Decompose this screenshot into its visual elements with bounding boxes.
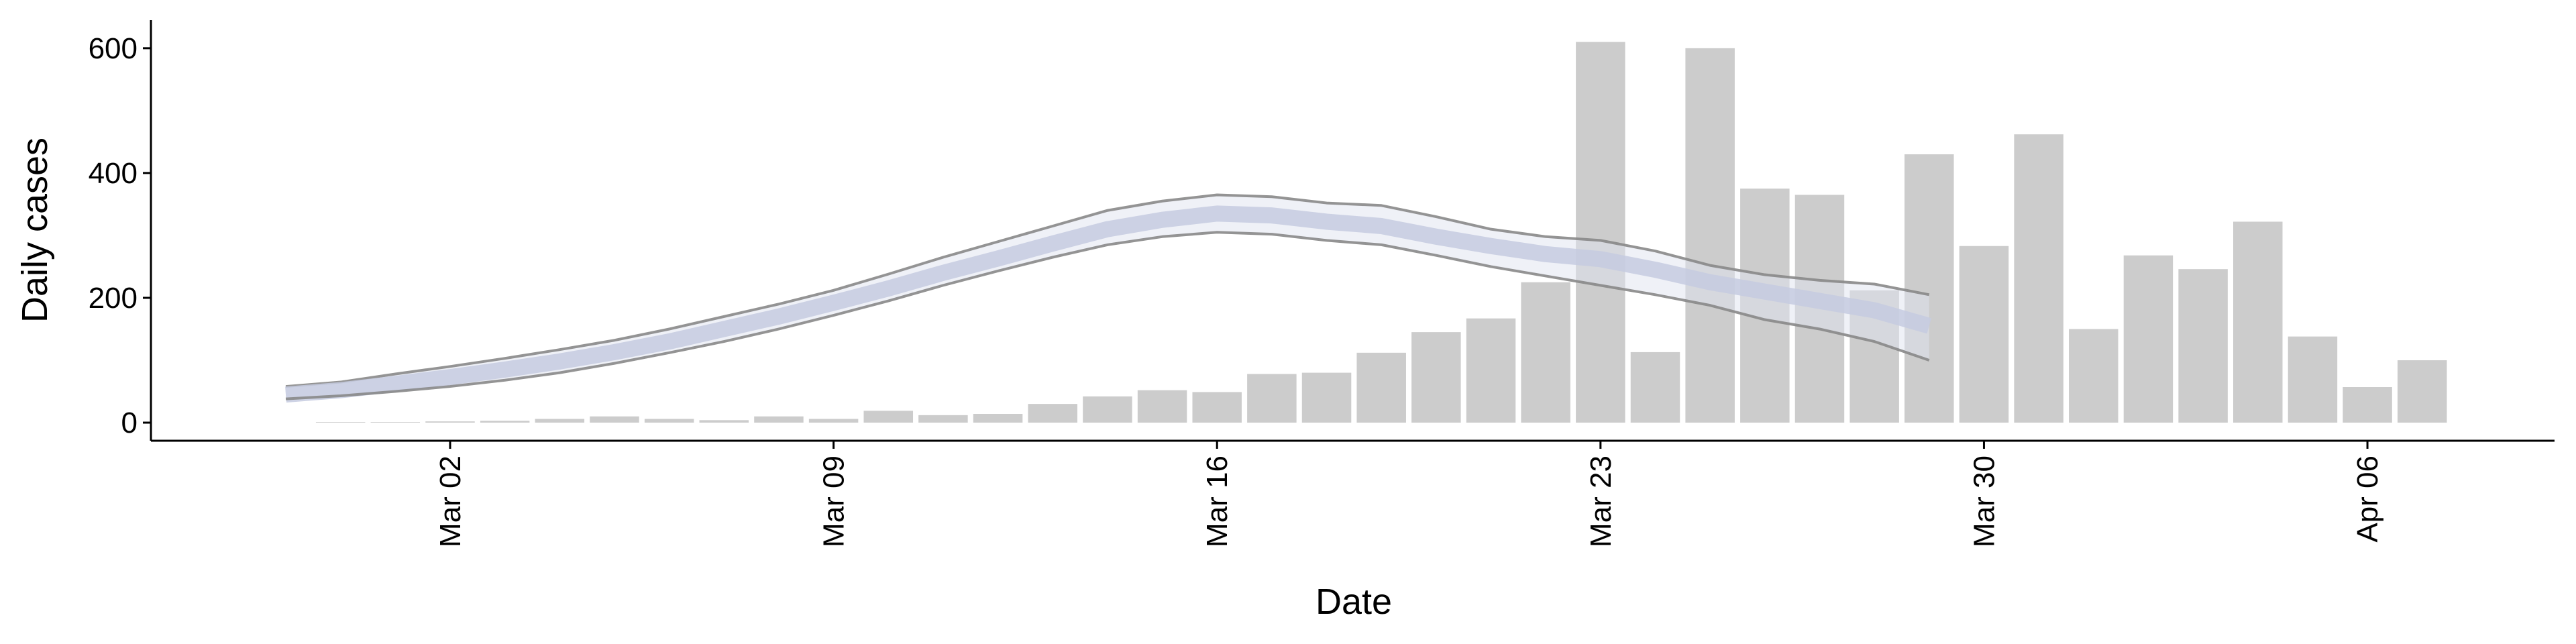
bar — [1192, 392, 1242, 423]
x-tick-label: Mar 16 — [1201, 455, 1234, 547]
bar — [2233, 221, 2283, 423]
bar — [973, 413, 1023, 423]
x-tick-label: Apr 06 — [2351, 455, 2384, 543]
line — [285, 205, 1932, 403]
bar — [1411, 332, 1461, 423]
bar — [2178, 269, 2228, 423]
bar — [808, 419, 859, 423]
x-tick-label: Mar 30 — [1968, 455, 2000, 547]
y-tick-label: 0 — [121, 407, 138, 439]
bar — [1959, 246, 2009, 423]
bar — [2069, 329, 2118, 423]
bar — [1904, 154, 1954, 423]
bar — [1685, 48, 1735, 423]
bar — [2014, 134, 2063, 423]
bar — [2343, 386, 2392, 423]
bar — [1028, 404, 1077, 423]
x-axis-title: Date — [1316, 582, 1392, 622]
bar — [1521, 282, 1570, 423]
bar — [590, 416, 639, 423]
bar — [699, 420, 749, 423]
bar — [425, 421, 475, 423]
bar — [480, 421, 530, 423]
bar — [370, 422, 421, 423]
bar — [1466, 318, 1516, 423]
bar — [2397, 360, 2447, 423]
y-tick-label: 400 — [89, 157, 138, 190]
x-tick-label: Mar 09 — [818, 455, 851, 547]
bar — [1083, 396, 1132, 423]
bar — [315, 422, 366, 423]
line — [285, 231, 1930, 400]
y-tick-label: 600 — [89, 32, 138, 65]
bar — [918, 415, 968, 423]
bar — [1356, 352, 1406, 423]
bar — [1630, 352, 1680, 423]
bar — [1137, 390, 1187, 423]
bar — [1301, 372, 1352, 423]
x-tick-label: Mar 23 — [1585, 455, 1617, 547]
line — [285, 193, 1930, 388]
bar — [754, 416, 804, 423]
bar — [2288, 336, 2338, 423]
bar — [535, 419, 585, 423]
x-tick-label: Mar 02 — [434, 455, 467, 547]
bar — [2123, 255, 2174, 423]
bar — [644, 419, 694, 423]
bar — [1576, 42, 1625, 423]
y-tick-label: 200 — [89, 282, 138, 315]
bar — [1247, 374, 1297, 423]
y-axis-title: Daily cases — [15, 138, 55, 323]
bar — [863, 411, 914, 423]
